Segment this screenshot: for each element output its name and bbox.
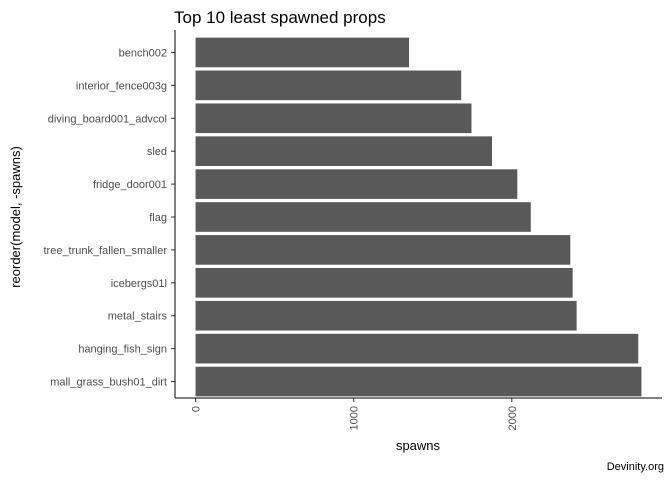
y-tick-label: fridge_door001: [93, 179, 167, 191]
bar-flag: [195, 202, 531, 232]
bar-interior_fence003g: [195, 70, 462, 101]
x-tick-label: 2000: [507, 406, 519, 430]
y-tick-label: mall_grass_bush01_dirt: [50, 377, 167, 389]
y-tick-label: interior_fence003g: [76, 80, 167, 92]
x-axis-title: spawns: [396, 438, 441, 453]
bar-fridge_door001: [195, 169, 518, 199]
y-tick-label: diving_board001_advcol: [48, 113, 167, 125]
y-tick-label: hanging_fish_sign: [78, 344, 167, 356]
chart-caption: Devinity.org: [607, 461, 664, 473]
y-tick-label: sled: [147, 146, 167, 158]
y-axis-title: reorder(model, -spawns): [8, 146, 23, 288]
bar-bench002: [195, 37, 410, 68]
bar-metal_stairs: [195, 300, 577, 331]
y-tick-label: bench002: [119, 47, 167, 59]
x-ticks: 0 1000 2000: [191, 398, 519, 430]
bars-group: [195, 37, 642, 397]
y-tick-label: metal_stairs: [108, 311, 168, 323]
bar-diving_board001_advcol: [195, 103, 472, 134]
y-tick-label: flag: [149, 212, 167, 224]
y-tick-labels: bench002 interior_fence003g diving_board00…: [43, 47, 175, 389]
chart-title: Top 10 least spawned props: [174, 8, 386, 27]
bar-icebergs01l: [195, 268, 573, 298]
bar-tree_trunk_fallen_smaller: [195, 235, 571, 265]
x-tick-label: 1000: [349, 406, 361, 430]
x-tick-label: 0: [191, 406, 203, 412]
bar-mall_grass_bush01_dirt: [195, 366, 642, 397]
bar-sled: [195, 136, 493, 166]
y-tick-label: tree_trunk_fallen_smaller: [43, 245, 167, 257]
bar-hanging_fish_sign: [195, 333, 639, 364]
y-tick-label: icebergs01l: [111, 278, 167, 290]
